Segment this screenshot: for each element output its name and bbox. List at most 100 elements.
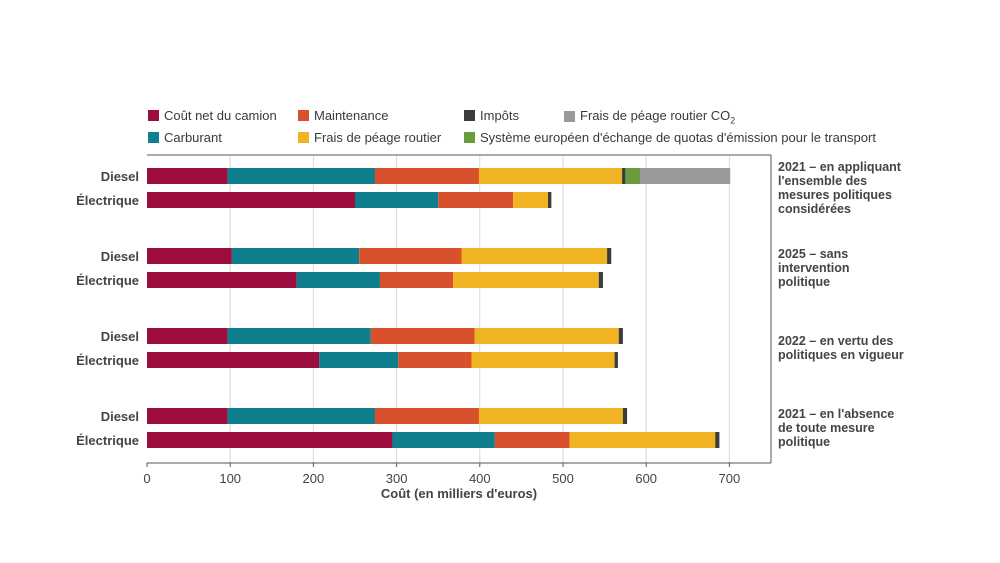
bar-segment [548,192,552,208]
scenario-label-line: 2025 – sans [778,247,848,261]
legend: Coût net du camion Maintenance Impôts Fr… [148,108,948,152]
bar-segment [513,192,549,208]
bar-segment [622,408,628,424]
legend-label-main: Frais de péage routier CO [580,108,731,123]
bar-segment [370,328,475,344]
legend-label: Coût net du camion [164,108,277,123]
bar-segment [147,432,393,448]
bar-segment [359,248,462,264]
bar-segment [147,192,355,208]
legend-label: Carburant [164,130,222,145]
scenario-label-line: considérées [778,202,851,216]
bar-segment [147,272,297,288]
bar-segment [319,352,399,368]
bar-segment [598,272,603,288]
legend-item-peage: Frais de péage routier [298,130,441,145]
bar-category-label: Électrique [76,273,139,288]
legend-item-peage-co2: Frais de péage routier CO2 [564,108,735,126]
legend-row: Carburant Frais de péage routier Système… [148,130,948,152]
bar-segment [147,248,232,264]
scenario-label-line: de toute mesure [778,421,875,435]
bar-segment [474,328,619,344]
legend-item-carburant: Carburant [148,130,222,145]
bar-segment [569,432,716,448]
legend-swatch [298,110,309,121]
bar-segment [227,408,375,424]
scenario-label-line: l'ensemble des [778,174,867,188]
bar-segment [147,328,228,344]
bar-segment [478,408,623,424]
legend-label: Frais de péage routier CO2 [580,108,735,126]
x-axis-label: Coût (en milliers d'euros) [381,486,537,501]
legend-item-maintenance: Maintenance [298,108,388,123]
x-tick-label: 300 [386,471,408,486]
x-tick-label: 700 [719,471,741,486]
bar-segment [625,168,641,184]
bar-segment [392,432,495,448]
x-tick-label: 500 [552,471,574,486]
bar-category-label: Électrique [76,193,139,208]
legend-swatch [464,132,475,143]
bar-category-label: Électrique [76,353,139,368]
bar-segment [147,408,228,424]
bar-segment [715,432,720,448]
bar-segment [398,352,472,368]
bar-segment [614,352,618,368]
bar-category-label: Diesel [101,249,139,264]
bar-segment [640,168,731,184]
bar-segment [374,168,479,184]
bar-segment [296,272,380,288]
scenario-label-line: politiques en vigueur [778,348,904,362]
scenario-label: 2022 – en vertu des politiques en vigueur [778,334,904,362]
bar-category-label: Diesel [101,329,139,344]
bar-segment [461,248,608,264]
scenario-label-line: 2021 – en appliquant [778,160,902,174]
bar-segment [438,192,514,208]
legend-swatch [298,132,309,143]
legend-label: Maintenance [314,108,389,123]
bar-segment [379,272,454,288]
scenario-label-line: mesures politiques [778,188,892,202]
bar-segment [618,328,623,344]
bar-category-label: Diesel [101,169,139,184]
bar-segment [227,328,371,344]
scenario-label-line: politique [778,275,830,289]
scenario-label: 2025 – sans intervention politique [778,247,850,289]
x-tick-label: 100 [219,471,241,486]
legend-item-cout-net: Coût net du camion [148,108,277,123]
bar-category-label: Diesel [101,409,139,424]
bar-segment [478,168,623,184]
legend-label: Frais de péage routier [314,130,442,145]
scenario-label-line: politique [778,435,830,449]
bar-segment [147,168,228,184]
bar-segment [374,408,479,424]
legend-label: Système européen d'échange de quotas d'é… [480,130,876,145]
legend-item-impots: Impôts [464,108,519,123]
legend-row: Coût net du camion Maintenance Impôts Fr… [148,108,948,130]
x-tick-label: 200 [303,471,325,486]
scenario-label-line: intervention [778,261,850,275]
x-tick-label: 600 [635,471,657,486]
bar-segment [622,168,626,184]
x-tick-label: 400 [469,471,491,486]
legend-swatch [564,111,575,123]
bar-segment [147,352,320,368]
bar-category-label: Électrique [76,433,139,448]
legend-label-sub: 2 [730,115,736,126]
scenario-label: 2021 – en appliquant l'ensemble des mesure… [778,160,902,216]
bar-segment [607,248,612,264]
bar-segment [355,192,439,208]
scenario-label-line: 2021 – en l'absence [778,407,894,421]
bar-segment [494,432,570,448]
legend-swatch [148,132,159,143]
scenario-label: 2021 – en l'absence de toute mesure politi… [778,407,894,449]
bar-segment [227,168,375,184]
legend-label: Impôts [480,108,520,123]
scenario-label-line: 2022 – en vertu des [778,334,893,348]
bar-segment [231,248,360,264]
legend-swatch [148,110,159,121]
legend-item-seqe: Système européen d'échange de quotas d'é… [464,130,876,145]
bar-segment [471,352,615,368]
